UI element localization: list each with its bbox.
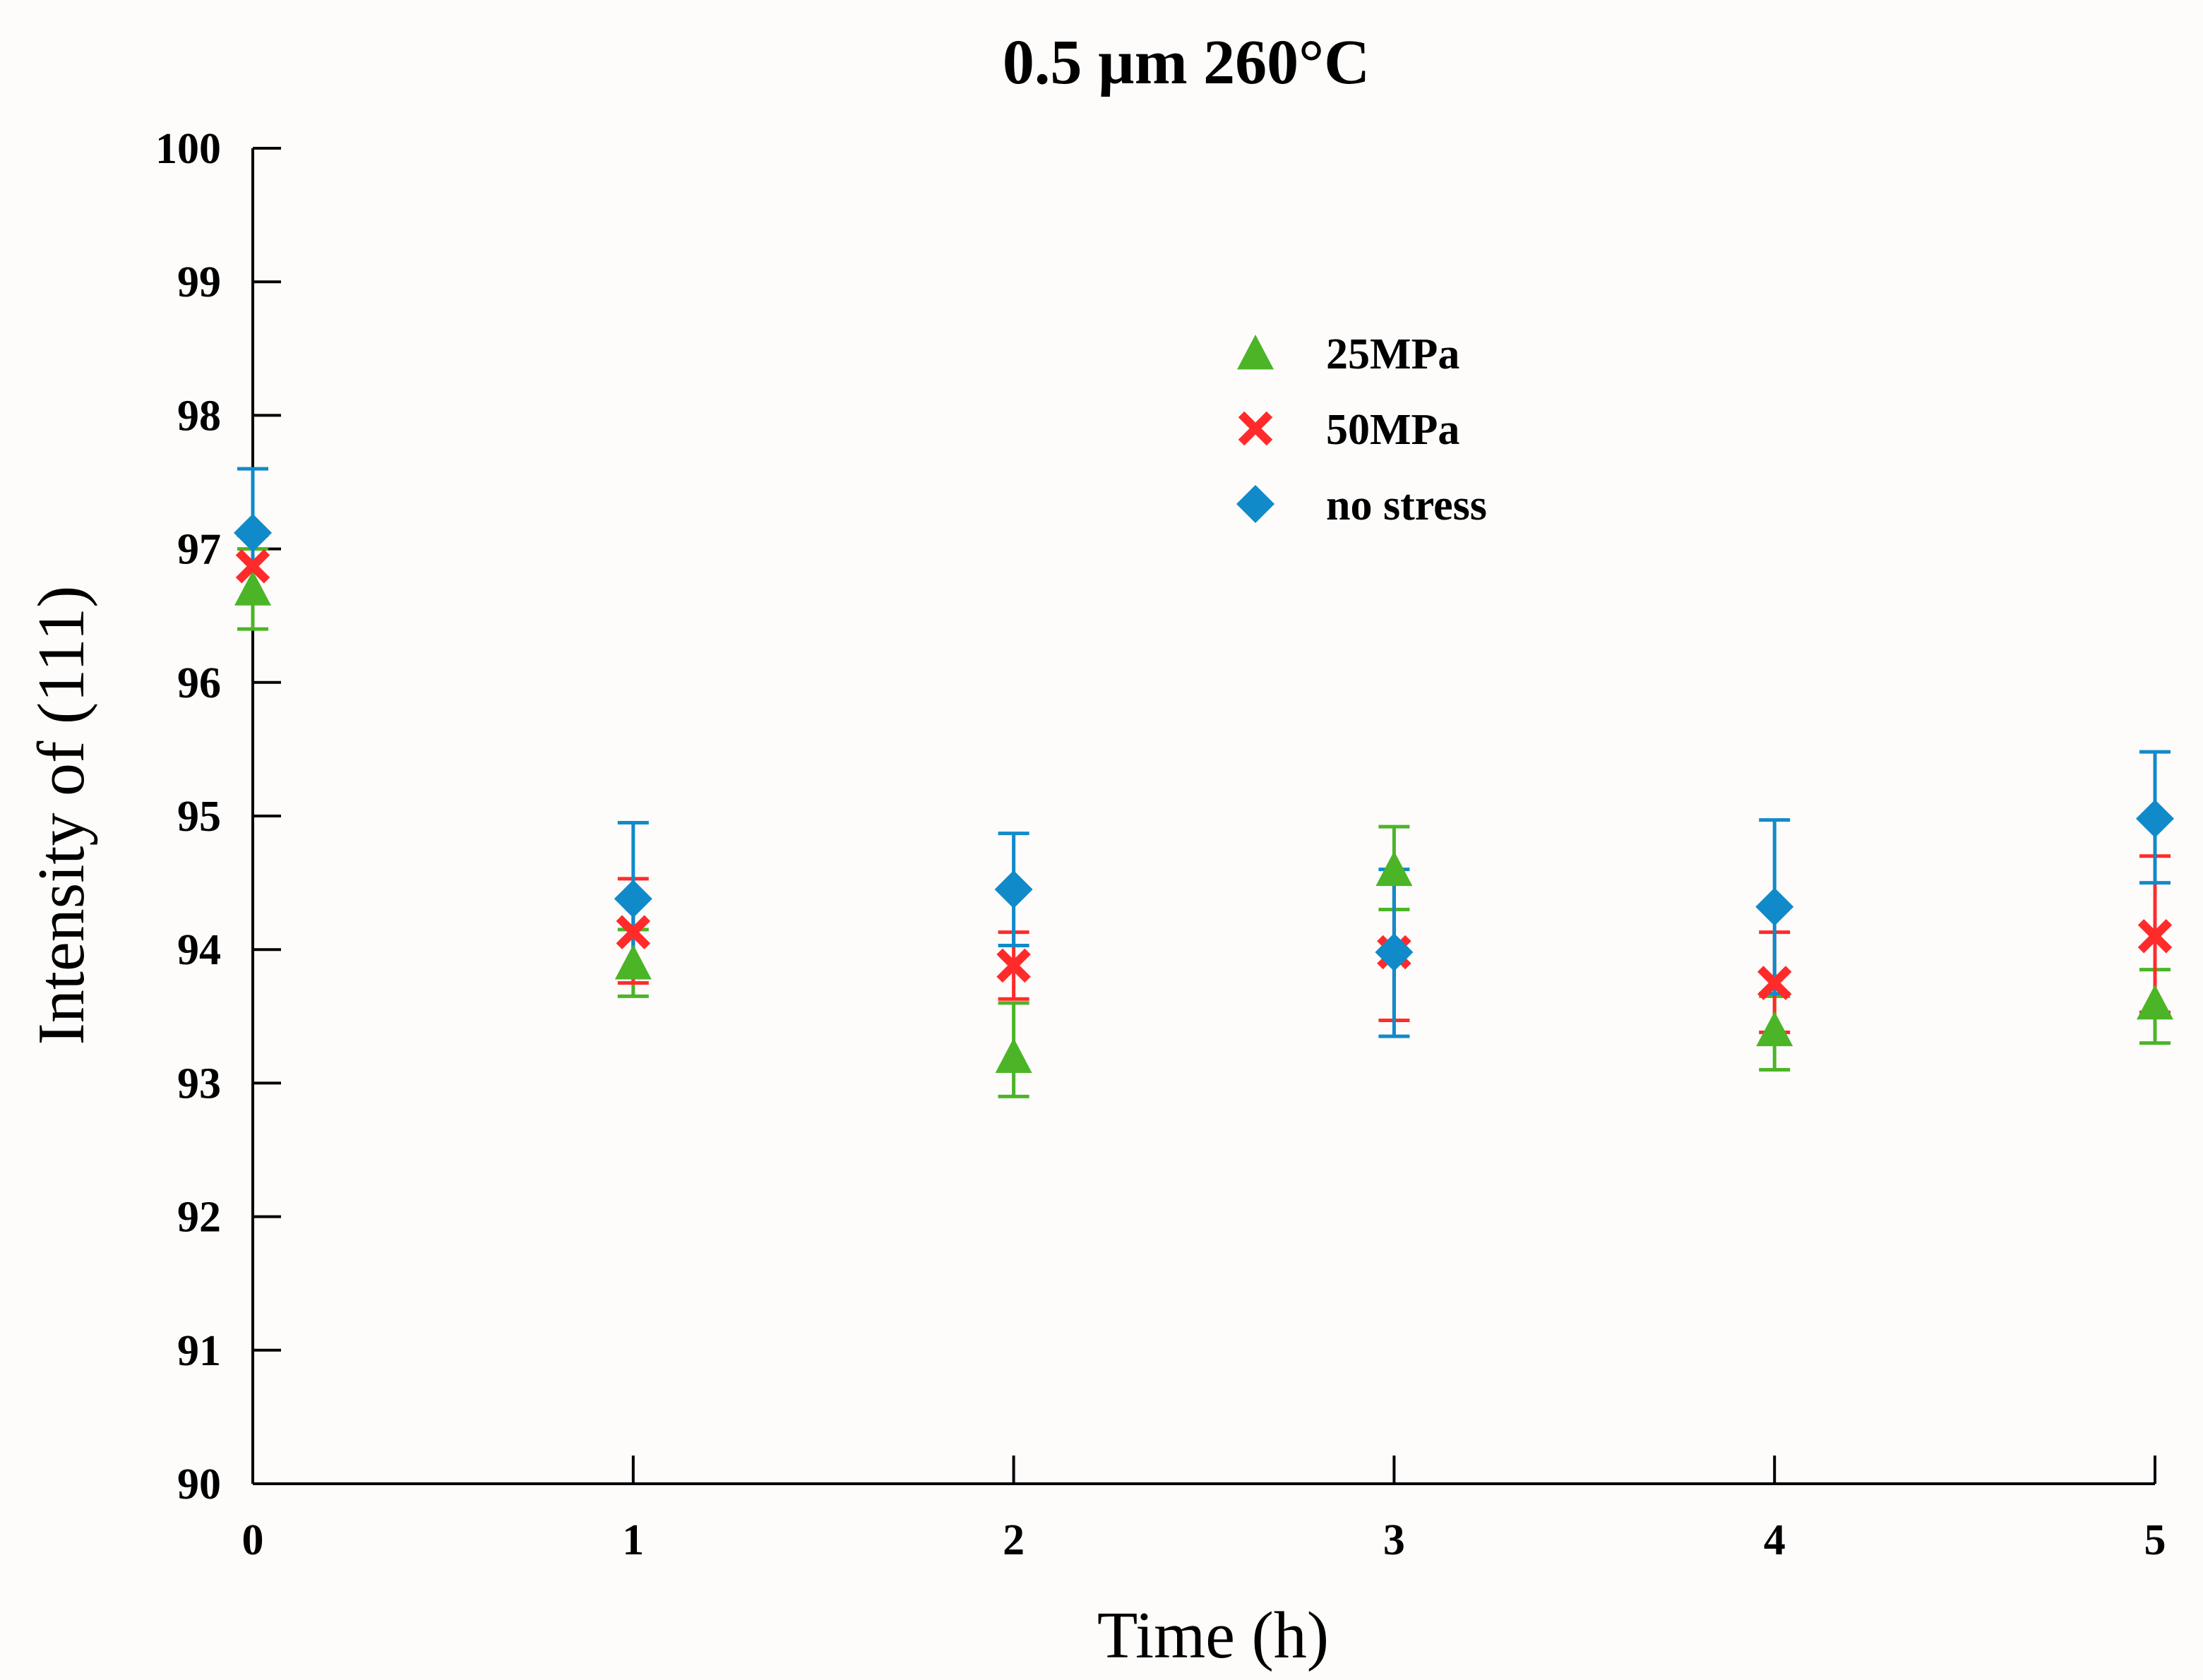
legend-marker-x <box>1238 411 1273 446</box>
data-point <box>2137 984 2173 1020</box>
data-point <box>234 570 271 606</box>
x-axis-label: Time (h) <box>1097 1599 1329 1672</box>
data-point <box>234 513 272 552</box>
series-no-stress <box>237 467 2171 1038</box>
data-point <box>1756 1011 1793 1047</box>
x-tick-label: 2 <box>1003 1516 1025 1564</box>
data-point-stroke-b <box>2137 919 2173 954</box>
legend-item: 25MPa <box>1237 330 1459 378</box>
series-25mpa <box>237 547 2171 1098</box>
data-point <box>994 870 1033 909</box>
x-tick-label: 3 <box>1383 1516 1405 1564</box>
data-point <box>614 880 652 918</box>
data-point <box>616 915 651 949</box>
x-tick-label: 0 <box>242 1516 264 1564</box>
x-tick-label: 4 <box>1764 1516 1786 1564</box>
y-tick-label: 92 <box>177 1194 221 1242</box>
y-axis-label: Intensity of (111) <box>25 586 98 1045</box>
y-tick-label: 95 <box>177 793 221 841</box>
markers-25mpa <box>234 570 2173 1073</box>
x-axis-ticks: 0 1 2 3 4 5 <box>242 1456 2166 1564</box>
data-point <box>1757 966 1792 1000</box>
x-tick-label: 1 <box>622 1516 644 1564</box>
x-tick-label: 5 <box>2144 1516 2166 1564</box>
legend-item: 50MPa <box>1238 406 1459 454</box>
legend-label: no stress <box>1326 481 1487 529</box>
chart-title: 0.5 µm 260°C <box>1003 28 1370 97</box>
y-tick-label: 97 <box>177 526 221 574</box>
series-50mpa <box>237 534 2171 1035</box>
legend-marker-diamond <box>1236 485 1274 523</box>
data-point-stroke-b <box>616 915 651 949</box>
y-tick-label: 94 <box>177 926 221 974</box>
data-point <box>996 948 1031 983</box>
markers-50mpa <box>235 548 2173 1000</box>
y-tick-label: 96 <box>177 659 221 707</box>
legend-label: 25MPa <box>1326 330 1459 378</box>
y-axis-ticks: 90 91 92 93 94 95 96 97 98 99 100 <box>155 125 281 1508</box>
data-point <box>1375 932 1414 971</box>
data-point <box>235 548 270 584</box>
legend-marker-x-stroke-b <box>1238 411 1273 446</box>
legend: 25MPa 50MPa no stress <box>1236 330 1487 529</box>
data-point <box>995 1038 1032 1073</box>
plot-series <box>234 467 2174 1098</box>
data-point <box>2136 799 2174 838</box>
data-point <box>2137 919 2173 954</box>
legend-label: 50MPa <box>1326 406 1459 454</box>
data-point-stroke-b <box>235 548 270 584</box>
y-tick-label: 99 <box>177 258 221 306</box>
legend-marker-triangle <box>1237 335 1274 370</box>
y-tick-label: 100 <box>155 125 221 173</box>
markers-no-stress <box>234 513 2174 971</box>
data-point-stroke-b <box>1757 966 1792 1000</box>
y-tick-label: 93 <box>177 1060 221 1108</box>
legend-item: no stress <box>1236 481 1487 529</box>
data-point-stroke-b <box>996 948 1031 983</box>
y-tick-label: 91 <box>177 1327 221 1375</box>
data-point <box>614 944 652 980</box>
y-tick-label: 98 <box>177 392 221 440</box>
data-point <box>1375 851 1413 887</box>
y-tick-label: 90 <box>177 1460 221 1508</box>
data-point <box>1755 887 1794 926</box>
